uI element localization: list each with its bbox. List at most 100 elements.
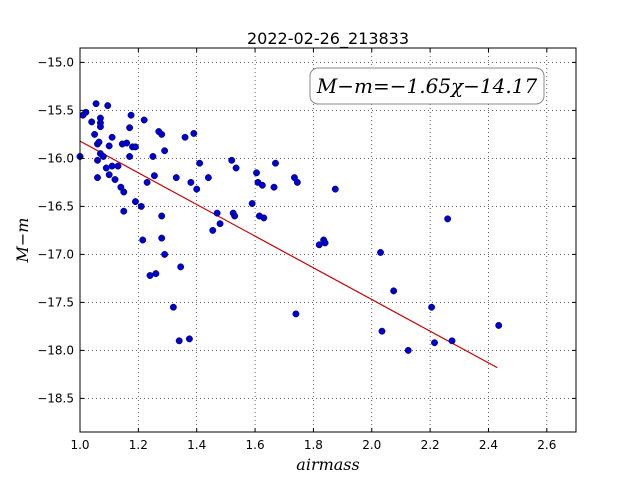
data-point <box>272 159 279 167</box>
x-tick-label: 1.8 <box>304 438 323 452</box>
data-point <box>108 162 116 170</box>
data-point <box>140 116 148 124</box>
data-point <box>96 123 104 131</box>
data-point <box>209 226 217 234</box>
data-point <box>123 139 131 147</box>
data-point <box>293 178 301 186</box>
axis-ticks <box>79 48 576 432</box>
x-tick-label: 1.6 <box>246 438 265 452</box>
y-tick-label: −18.5 <box>37 391 74 405</box>
fit-line-layer <box>79 140 498 369</box>
data-point <box>431 339 438 347</box>
data-point <box>111 176 119 183</box>
y-tick-label: −16.5 <box>37 199 74 213</box>
data-point <box>175 337 183 345</box>
x-tick-label: 1.2 <box>129 438 148 452</box>
data-point <box>378 327 386 335</box>
data-point <box>444 215 452 223</box>
data-point <box>495 321 503 329</box>
data-point <box>137 202 145 210</box>
data-point <box>204 174 212 182</box>
data-point <box>150 172 158 180</box>
data-point <box>331 185 339 193</box>
data-point <box>114 162 122 170</box>
data-point <box>177 263 185 271</box>
y-tick-label: −17.0 <box>37 247 74 261</box>
data-point <box>105 171 113 179</box>
x-tick-label: 2.2 <box>421 438 440 452</box>
x-tick-label: 1.4 <box>187 438 206 452</box>
data-point <box>216 220 224 228</box>
data-point <box>232 164 240 172</box>
data-point <box>120 207 128 215</box>
data-point <box>161 250 169 258</box>
y-tick-label: −18.0 <box>37 343 74 357</box>
data-point <box>172 174 180 182</box>
chart-title: 2022-02-26_213833 <box>247 29 409 49</box>
data-point <box>94 156 101 164</box>
data-point <box>231 212 239 220</box>
fit-line <box>79 140 498 369</box>
x-axis-label: airmass <box>296 455 359 474</box>
data-point <box>105 142 113 150</box>
data-point <box>143 178 151 186</box>
data-point <box>126 153 134 160</box>
data-point <box>260 214 268 222</box>
annotation-box <box>309 67 545 105</box>
data-point <box>448 337 456 345</box>
data-point <box>185 335 193 343</box>
data-point <box>428 303 436 311</box>
x-tick-label: 2.6 <box>537 438 556 452</box>
data-points <box>76 100 503 354</box>
y-tick-label: −17.5 <box>37 295 74 309</box>
data-point <box>131 198 139 206</box>
data-point <box>404 346 412 354</box>
data-point <box>161 147 169 155</box>
plot-frame <box>79 47 577 433</box>
y-tick-label: −16.0 <box>37 151 74 165</box>
y-tick-label: −15.0 <box>37 55 74 69</box>
data-point <box>120 188 128 196</box>
data-point <box>292 310 300 318</box>
data-point <box>158 212 166 220</box>
data-point <box>95 138 103 146</box>
x-tick-label: 2.4 <box>479 438 498 452</box>
plot-area <box>80 48 576 432</box>
data-point <box>92 100 100 108</box>
data-point <box>139 236 147 244</box>
x-tick-labels: 1.0 1.2 1.4 1.6 1.8 2.0 2.2 2.4 2.6 <box>70 438 556 452</box>
data-point <box>146 272 154 279</box>
data-point <box>248 200 256 207</box>
data-point <box>108 133 116 141</box>
data-point <box>91 130 99 138</box>
y-axis-label: M−m <box>13 218 32 264</box>
data-point <box>82 108 90 116</box>
data-point <box>193 185 201 193</box>
data-point <box>213 209 221 217</box>
data-point <box>253 169 260 177</box>
data-point <box>390 287 398 295</box>
data-point <box>158 130 166 138</box>
data-point <box>169 303 177 311</box>
data-point <box>377 249 384 256</box>
data-point <box>99 153 107 160</box>
x-tick-label: 1.0 <box>70 438 89 452</box>
data-point <box>102 164 110 172</box>
data-point <box>104 102 112 110</box>
data-point <box>258 181 266 189</box>
y-tick-label: −15.5 <box>37 103 74 117</box>
data-point <box>149 153 157 160</box>
data-point <box>187 178 195 186</box>
grid-lines <box>80 48 576 432</box>
fit-equation-annotation: M−m=−1.65χ−14.17 <box>316 74 538 98</box>
y-tick-labels: −15.0 −15.5 −16.0 −16.5 −17.0 −17.5 −18.0 −18.5 <box>37 55 74 405</box>
data-point <box>127 111 135 119</box>
data-point <box>152 270 160 278</box>
data-point <box>94 174 101 182</box>
data-point <box>131 143 139 151</box>
data-point <box>228 156 236 164</box>
x-tick-label: 2.0 <box>362 438 381 452</box>
data-point <box>196 159 204 167</box>
data-point <box>321 239 329 247</box>
